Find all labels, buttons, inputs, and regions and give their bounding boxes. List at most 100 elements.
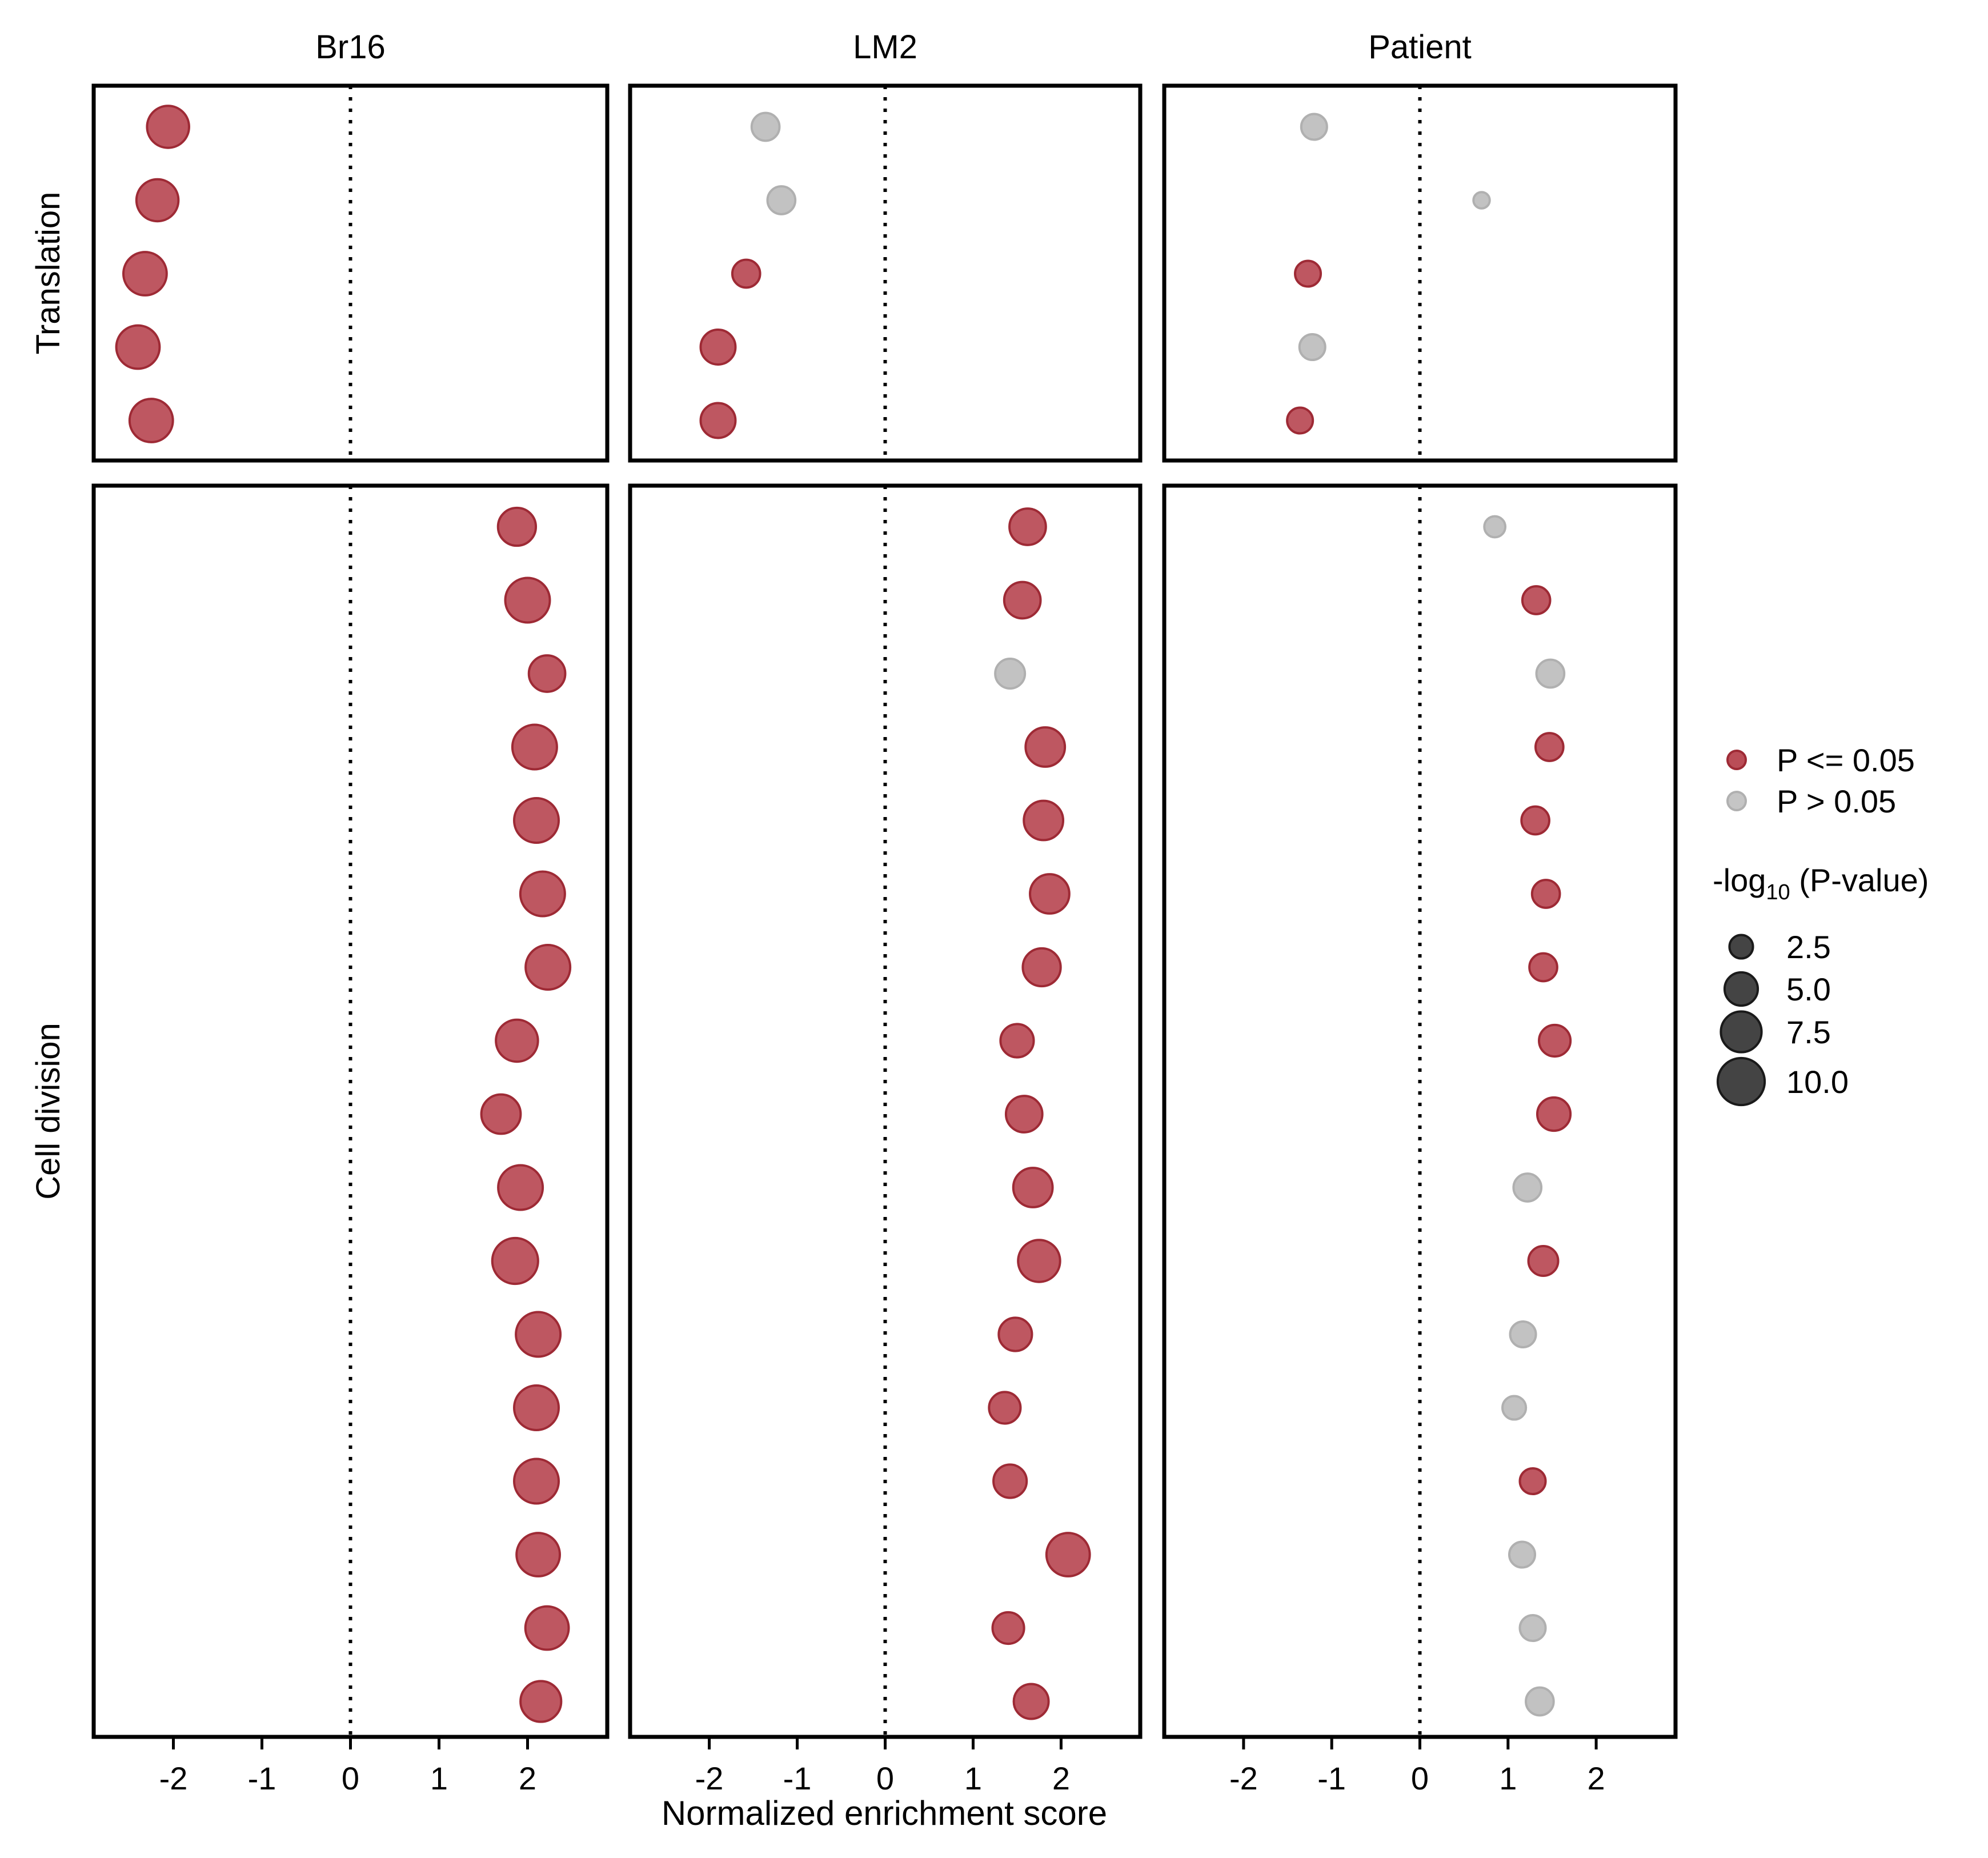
- data-point: [1518, 1467, 1547, 1496]
- data-point: [1017, 1239, 1061, 1283]
- x-tick-label: -1: [248, 1760, 276, 1796]
- x-tick-label: 0: [1411, 1760, 1429, 1796]
- legend-size-title-suffix: (P-value): [1790, 862, 1929, 898]
- data-point: [515, 1311, 562, 1358]
- data-point: [991, 1611, 1025, 1645]
- data-point: [699, 402, 737, 439]
- data-point: [1538, 1023, 1572, 1058]
- x-axis-column: -2 -1 0 1 2: [1229, 1737, 1605, 1796]
- data-point: [1300, 113, 1328, 141]
- panel-br16-cell-division: [91, 483, 610, 1739]
- data-point: [519, 870, 566, 918]
- x-tick-label: 2: [1588, 1760, 1605, 1796]
- data-point: [497, 1164, 544, 1211]
- facet-panels: [91, 83, 1678, 1739]
- panel-br16-translation: [91, 83, 610, 463]
- data-point: [1518, 1613, 1547, 1643]
- data-point: [1509, 1320, 1537, 1349]
- data-point: [1472, 191, 1491, 210]
- data-point: [994, 658, 1027, 690]
- x-axis-column: -2 -1 0 1 2: [695, 1737, 1070, 1796]
- data-point: [513, 797, 560, 844]
- data-point: [1525, 1686, 1555, 1717]
- x-tick-label: 0: [876, 1760, 894, 1796]
- facet-column-label: LM2: [853, 29, 917, 66]
- data-point: [1530, 879, 1561, 909]
- legend-size-title-subscript: 10: [1766, 880, 1790, 904]
- x-tick-label: -2: [1229, 1760, 1258, 1796]
- data-point: [1527, 1245, 1560, 1277]
- legend-size-entry: 7.5: [1720, 1010, 1831, 1054]
- x-tick-label: -1: [783, 1760, 812, 1796]
- x-axis-column: -2 -1 0 1 2: [159, 1737, 536, 1796]
- data-point: [766, 185, 797, 215]
- data-point: [1286, 406, 1314, 435]
- x-tick-label: -1: [1317, 1760, 1346, 1796]
- data-point: [504, 576, 551, 624]
- facet-strip-labels: Br16 LM2 Patient Translation Cell division: [30, 29, 1472, 1200]
- data-point: [496, 506, 538, 547]
- x-tick-label: -2: [695, 1760, 724, 1796]
- data-point: [128, 398, 174, 443]
- data-point: [491, 1236, 539, 1286]
- legend-color-swatch: [1726, 791, 1747, 811]
- data-point: [997, 1316, 1033, 1352]
- panel-lm2-translation: [628, 83, 1143, 463]
- panel-frame: [628, 83, 1143, 463]
- legend-size-entry: 2.5: [1728, 929, 1831, 965]
- data-point: [1023, 799, 1065, 842]
- data-point: [1520, 805, 1550, 836]
- data-point: [1029, 873, 1071, 915]
- legend-size-title: -log10 (P-value): [1713, 862, 1929, 904]
- legend-size-swatch: [1720, 1010, 1763, 1054]
- data-point: [135, 178, 180, 223]
- x-axis-title: Normalized enrichment score: [662, 1794, 1107, 1832]
- data-point: [527, 654, 567, 693]
- facet-row-label: Translation: [30, 192, 67, 355]
- data-point: [513, 1457, 560, 1505]
- data-point: [999, 1023, 1035, 1059]
- legend-size-label: 7.5: [1786, 1014, 1831, 1050]
- facet-column-label: Br16: [315, 29, 386, 66]
- data-point: [1012, 1683, 1050, 1720]
- legend-size-label: 2.5: [1786, 929, 1831, 965]
- data-point: [146, 105, 190, 149]
- data-point: [1012, 1167, 1054, 1208]
- data-point: [524, 944, 572, 991]
- data-point: [1004, 1095, 1044, 1134]
- panel-patient-cell-division: [1162, 483, 1678, 1739]
- data-point: [480, 1093, 522, 1135]
- data-point: [1512, 1172, 1543, 1203]
- legend-size-label: 5.0: [1786, 971, 1831, 1007]
- data-point: [992, 1463, 1028, 1499]
- x-tick-label: -2: [159, 1760, 188, 1796]
- data-point: [519, 1680, 563, 1723]
- data-point: [1508, 1540, 1537, 1569]
- facet-row-label: Cell division: [30, 1023, 67, 1199]
- data-point: [1294, 259, 1322, 288]
- panel-frame: [1162, 83, 1678, 463]
- legend-size-title-prefix: -log: [1713, 862, 1766, 898]
- data-point: [511, 723, 558, 771]
- data-point: [1535, 658, 1566, 689]
- x-tick-label: 2: [519, 1760, 536, 1796]
- panel-frame: [91, 83, 610, 463]
- legend-color-label: P <= 0.05: [1777, 742, 1915, 778]
- data-point: [750, 111, 781, 142]
- legend-size-label: 10.0: [1786, 1064, 1849, 1100]
- data-point: [988, 1391, 1022, 1425]
- panel-patient-translation: [1162, 83, 1678, 463]
- x-axis: -2 -1 0 1 2 -2 -1 0 1 2 -2 -1 0 1 2: [159, 1737, 1605, 1796]
- data-point: [1501, 1395, 1528, 1421]
- data-point: [1003, 580, 1042, 620]
- legend-size-swatch: [1716, 1056, 1766, 1107]
- data-point: [1008, 507, 1047, 546]
- legend-size-entry: 5.0: [1723, 971, 1831, 1007]
- legend-size-entry: 10.0: [1716, 1056, 1849, 1107]
- data-point: [1024, 726, 1067, 768]
- x-tick-label: 2: [1052, 1760, 1070, 1796]
- legend-size-swatch: [1728, 934, 1754, 960]
- legend-size-swatch: [1723, 971, 1759, 1007]
- x-tick-label: 1: [1499, 1760, 1517, 1796]
